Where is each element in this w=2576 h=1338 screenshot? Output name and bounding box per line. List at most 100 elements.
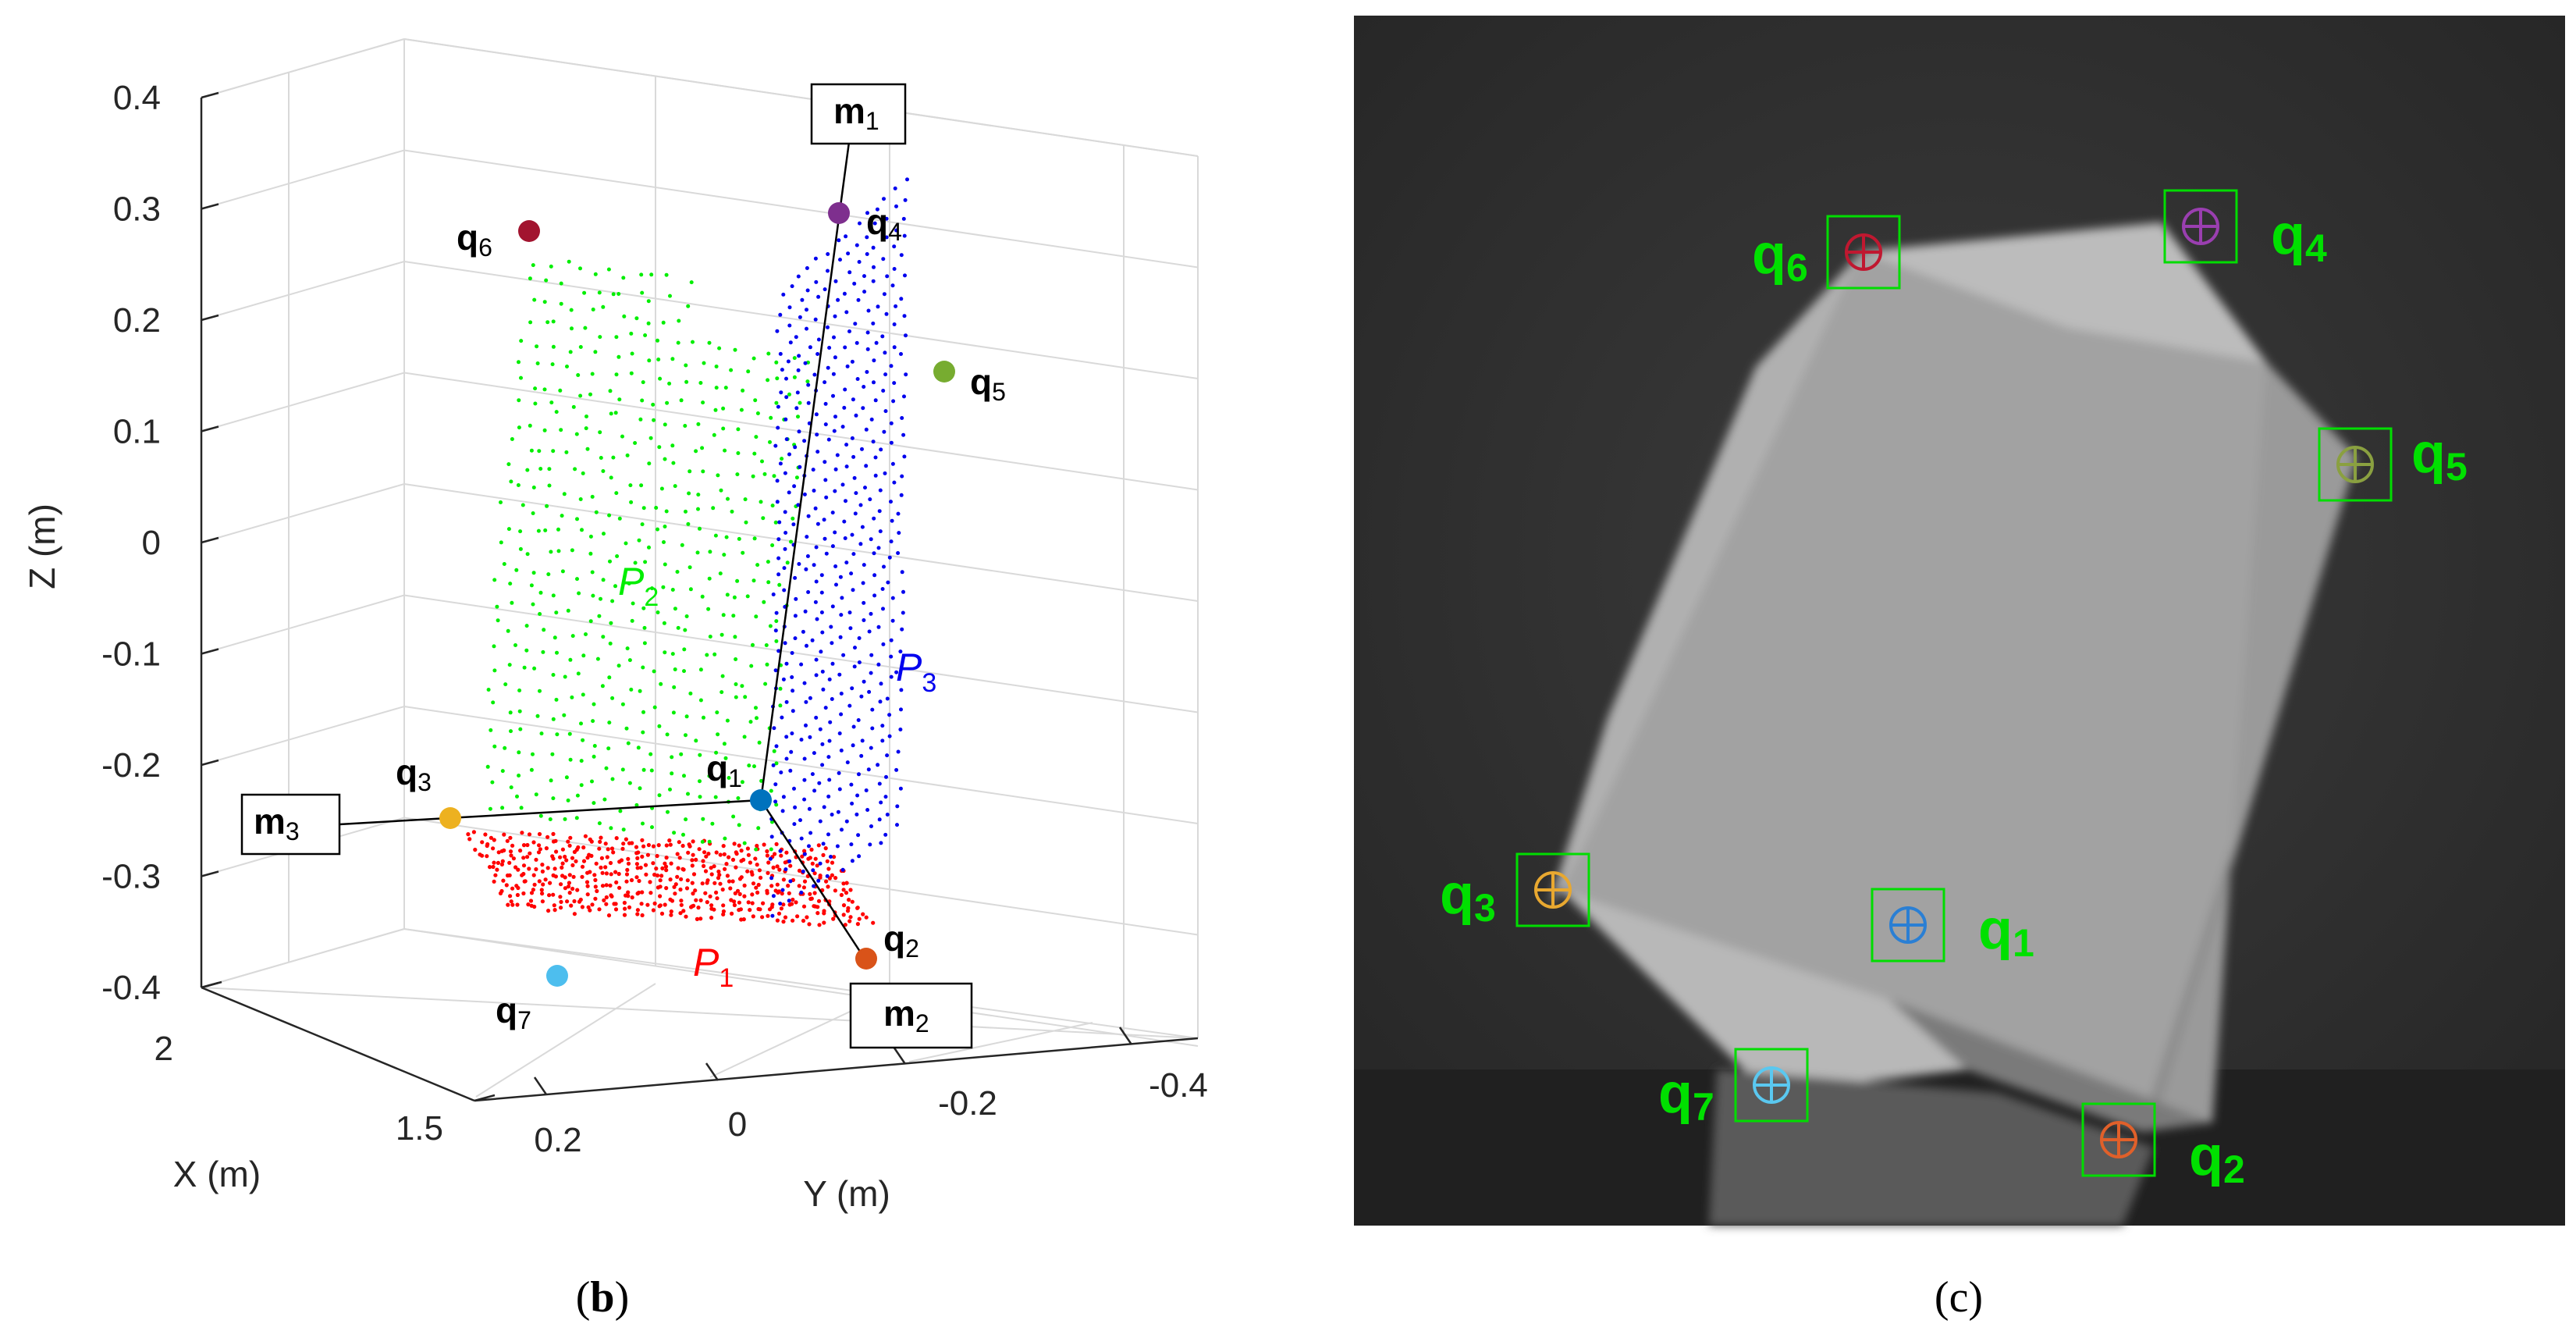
P3-point: [799, 738, 804, 742]
P1-point: [540, 863, 545, 867]
P2-point: [638, 417, 643, 422]
P3-point: [830, 813, 834, 817]
P2-point: [641, 767, 646, 772]
P2-point: [774, 761, 779, 766]
P3-point: [837, 672, 842, 677]
P3-point: [873, 455, 878, 460]
P3-point: [776, 537, 781, 542]
P3-point: [851, 397, 855, 402]
P2-point: [630, 618, 634, 623]
P3-point: [867, 689, 872, 694]
P2-point: [524, 624, 529, 628]
P2-point: [519, 806, 524, 810]
P1-point: [508, 849, 513, 854]
P3-point: [804, 567, 808, 571]
P3-point: [872, 573, 877, 578]
P2-point: [559, 301, 563, 306]
P2-point: [613, 584, 617, 589]
P2-point: [688, 691, 693, 696]
gridline: [403, 594, 1199, 713]
P1-point: [667, 838, 672, 843]
P2-point: [696, 422, 701, 426]
P3-point: [797, 562, 801, 566]
P1-point: [617, 859, 622, 864]
P2-point: [609, 826, 613, 831]
P2-point: [722, 553, 727, 557]
P1-point: [534, 857, 538, 862]
P3-point: [784, 395, 789, 400]
P2-point: [652, 705, 657, 710]
P3-point: [794, 335, 798, 340]
P1-point: [801, 885, 806, 890]
P2-point: [640, 398, 645, 403]
gridline: [403, 38, 1199, 157]
P2-point: [536, 528, 541, 533]
P3-point: [880, 738, 885, 743]
z-tick-label: -0.4: [101, 969, 161, 1007]
P3-point: [855, 377, 860, 381]
P2-point: [698, 779, 702, 784]
P3-point: [769, 834, 774, 839]
P3-point: [869, 671, 873, 675]
P3-point: [871, 245, 876, 250]
P2-point: [517, 425, 521, 430]
P1-point: [815, 905, 820, 909]
gridline: [403, 483, 1199, 602]
P1-point: [554, 849, 559, 854]
P2-point: [622, 314, 627, 318]
P1-point: [776, 890, 780, 895]
P3-point: [875, 207, 879, 212]
P1-point: [737, 900, 742, 905]
point-cloud-3d-chart: 0.40.30.20.10-0.1-0.2-0.3-0.4 2 1.5 0.2 …: [22, 38, 1208, 1214]
P3-point: [787, 305, 792, 310]
P2-point: [506, 462, 511, 467]
P3-point: [782, 588, 787, 592]
P3-point: [862, 290, 867, 294]
P3-point: [794, 596, 798, 601]
P1-point: [620, 846, 625, 851]
svg-text:m1: m1: [833, 91, 879, 135]
P2-point: [538, 813, 543, 818]
P2-point: [620, 702, 625, 706]
P2-point: [757, 740, 762, 745]
vector-m2-label: m2: [849, 982, 973, 1049]
P1-point: [776, 911, 782, 916]
P2-point: [492, 578, 497, 582]
P3-point: [821, 842, 826, 846]
P3-point: [783, 867, 788, 872]
P2-point: [743, 695, 748, 699]
point-q6-marker: [518, 220, 540, 242]
P3-point: [802, 439, 807, 443]
image-marker-q6: [1826, 215, 1901, 290]
P1-point: [580, 905, 585, 909]
P1-point: [663, 864, 669, 869]
P1-point: [805, 915, 809, 920]
P2-point: [700, 839, 705, 844]
P1-point: [703, 869, 709, 874]
P2-point: [550, 752, 555, 756]
P1-point: [698, 898, 703, 902]
P2-point: [553, 635, 557, 640]
P3-point: [878, 699, 883, 704]
point-q7-marker: [546, 965, 568, 987]
P2-point: [528, 423, 532, 428]
P3-point: [885, 274, 890, 279]
P2-point: [677, 318, 681, 323]
P3-point: [814, 579, 819, 584]
P3-point: [833, 489, 837, 493]
P1-point: [595, 888, 599, 894]
P3-point: [856, 833, 861, 838]
P2-point: [643, 333, 648, 337]
P2-point: [559, 428, 563, 432]
P2-point: [766, 580, 771, 585]
P2-point: [570, 548, 574, 553]
P3-point: [780, 888, 785, 892]
P2-point: [570, 634, 575, 639]
P1-point: [574, 847, 579, 852]
P1-point: [675, 852, 680, 856]
P1-point: [727, 879, 732, 884]
P3-point: [877, 509, 882, 514]
P1-point: [551, 892, 556, 897]
P1-point: [807, 922, 812, 927]
P1-point: [781, 920, 786, 924]
